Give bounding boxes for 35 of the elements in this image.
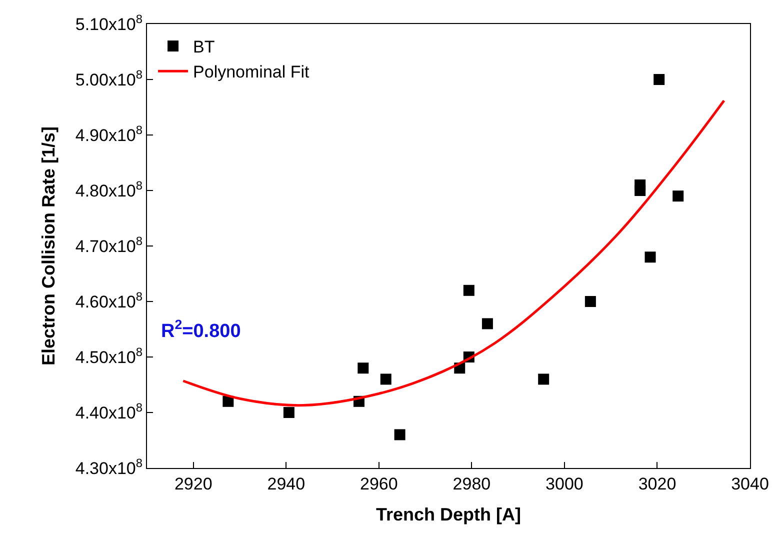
y-tick-label: 5.10x10$^{8}$ (75, 12, 143, 34)
legend-label: BT (193, 38, 215, 57)
x-tick-label: 3040 (731, 474, 769, 494)
y-tick-label: 4.50x10$^{8}$ (75, 344, 143, 367)
point (538, 374, 550, 385)
point (380, 374, 392, 385)
point (482, 318, 493, 330)
point (463, 284, 474, 296)
y-tick-label: 4.60x10$^{8}$ (75, 289, 143, 312)
x-axis-title: Trench Depth [A] (376, 504, 522, 525)
x-tick-label: 2980 (452, 474, 491, 494)
point (644, 252, 656, 263)
point (222, 396, 234, 407)
point (672, 190, 684, 202)
y-tick-label: 4.90x10$^{8}$ (75, 122, 143, 145)
point (634, 185, 646, 196)
y-tick-label: 4.80x10$^{8}$ (75, 178, 143, 200)
y-tick-label: 4.40x10$^{8}$ (75, 400, 143, 422)
x-tick-label: 2960 (360, 474, 398, 494)
x-tick-label: 3020 (638, 474, 676, 494)
x-tick-label: 2940 (267, 474, 306, 494)
annotation: R$^{2}$=0.800 (161, 317, 241, 342)
x-tick-label: 3000 (546, 474, 584, 494)
legend-label: Polynominal Fit (193, 62, 310, 82)
y-tick-label: 4.70x10$^{8}$ (75, 234, 143, 256)
y-axis-title: Electron Collision Rate [1/s] (38, 126, 59, 366)
point (584, 296, 596, 307)
x-tick-label: 2920 (174, 474, 212, 494)
point (283, 407, 294, 418)
point (654, 74, 665, 85)
point (358, 362, 369, 374)
point (394, 429, 406, 440)
y-tick-label: 4.30x10$^{8}$ (75, 456, 143, 478)
line-series (182, 99, 726, 407)
y-tick-label: 5.00x10$^{8}$ (75, 67, 143, 90)
